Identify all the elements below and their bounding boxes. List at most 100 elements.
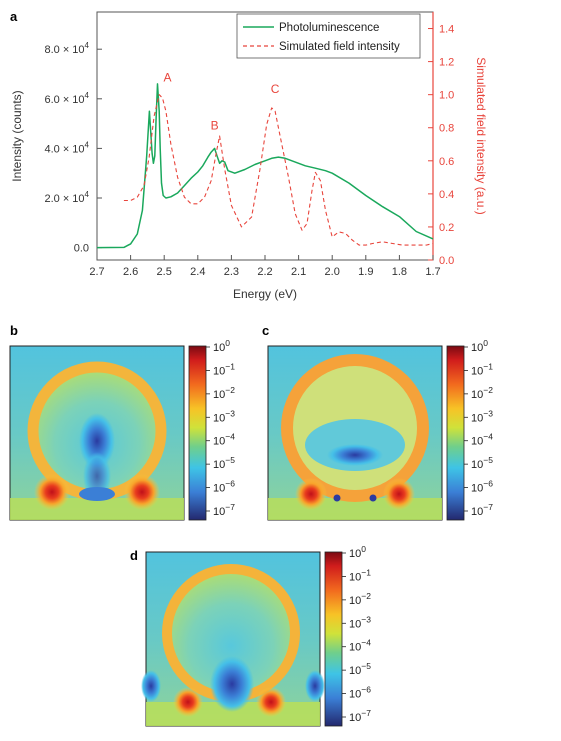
colorbar-tick-exponent: −7 [361,708,371,718]
colorbar-tick-exponent: −6 [225,479,235,489]
colorbar-tick-exponent: −7 [225,502,235,512]
colorbar-tick-exponent: −4 [225,432,235,442]
y2-tick-label: 0.2 [439,222,454,234]
colorbar-tick-exponent: −5 [361,661,371,671]
series-simulated-field-line [123,94,434,246]
y2-tick-label: 0.8 [439,123,454,135]
colorbar-tick-exponent: −1 [483,361,493,371]
peak-label-c: C [271,82,280,96]
colorbar-tick-exponent: −1 [225,361,235,371]
colorbar-tick-label: 10−6 [471,479,493,495]
colorbar-tick-label: 10−4 [471,432,493,448]
panel-c-field-map [267,345,443,521]
legend-label-photoluminescence: Photoluminescence [279,22,379,34]
colorbar-tick-label: 10−5 [471,455,493,471]
colorbar-tick-exponent: 0 [225,338,230,348]
y-tick-label: 2.0 × 104 [44,190,89,205]
y-tick-label: 6.0 × 104 [44,91,89,106]
x-tick-label: 2.5 [157,266,172,278]
y2-tick-label: 0.6 [439,156,454,168]
colorbar-tick-exponent: −2 [483,385,493,395]
y2-tick-label: 0.0 [439,255,454,267]
y-tick-exponent: 4 [85,140,90,149]
colorbar-tick-label: 10−1 [213,361,235,377]
colorbar-tick-label: 100 [349,544,366,560]
colorbar-tick-exponent: −6 [483,479,493,489]
colorbar-tick-label: 10−7 [349,708,371,724]
y2-tick-label: 1.4 [439,24,454,36]
peak-label-a: A [164,70,172,84]
colorbar-tick-exponent: 0 [361,544,366,554]
y2-tick-label: 1.0 [439,90,454,102]
colorbar-tick-exponent: −3 [225,408,235,418]
x-tick-label: 1.8 [392,266,407,278]
colorbar-tick-label: 10−4 [213,432,235,448]
panel-b-colorbar: 100 10−1 10−2 10−3 10−4 10−5 10−6 10−7 [188,338,235,521]
y2-axis-label: Simulated field intensity (a.u.) [474,57,488,214]
colorbar-tick-exponent: −2 [225,385,235,395]
panel-label-b: b [10,323,18,338]
panel-label-a: a [10,9,18,24]
y-tick-label: 0.0 [74,243,89,255]
panel-b-field-map [9,345,185,521]
y2-tick-label: 0.4 [439,189,454,201]
x-tick-label: 2.2 [257,266,272,278]
y-tick-exponent: 4 [85,41,90,50]
x-tick-label: 2.0 [325,266,340,278]
colorbar-tick-label: 10−7 [471,502,493,518]
colorbar-tick-exponent: 0 [483,338,488,348]
panel-label-c: c [262,323,269,338]
colorbar-tick-exponent: −7 [483,502,493,512]
y-tick-exponent: 4 [85,190,90,199]
colorbar-tick-label: 10−3 [213,408,235,424]
colorbar-tick-label: 10−4 [349,638,371,654]
y2-tick-label: 1.2 [439,57,454,69]
x-tick-label: 1.9 [358,266,373,278]
x-tick-label: 1.7 [425,266,440,278]
colorbar-tick-label: 10−7 [213,502,235,518]
colorbar-tick-label: 10−5 [213,455,235,471]
colorbar-tick-label: 10−3 [471,408,493,424]
colorbar-tick-exponent: −1 [361,567,371,577]
colorbar-tick-exponent: −5 [483,455,493,465]
x-tick-label: 2.1 [291,266,306,278]
panel-label-d: d [130,548,138,563]
legend-box [236,13,421,59]
colorbar-tick-label: 10−2 [349,591,371,607]
peak-label-b: B [211,118,219,132]
colorbar-tick-label: 10−1 [471,361,493,377]
colorbar-tick-exponent: −6 [361,685,371,695]
panel-d-field-map [141,551,325,727]
legend: Photoluminescence Simulated field intensi… [236,13,421,59]
panel-c-colorbar: 100 10−1 10−2 10−3 10−4 10−5 10−6 10−7 [446,338,493,521]
x-axis-label: Energy (eV) [233,287,297,301]
x-tick-label: 2.3 [224,266,239,278]
colorbar-tick-label: 10−5 [349,661,371,677]
x-tick-label: 2.6 [123,266,138,278]
panel-a-chart: 2.7 2.6 2.5 2.4 2.3 2.2 2.1 2.0 1.9 1.8 1.70.02.0 … [10,11,488,301]
colorbar-tick-label: 100 [471,338,488,354]
y-tick-exponent: 4 [85,91,90,100]
colorbar-tick-exponent: −3 [483,408,493,418]
series-photoluminescence-line [96,83,434,249]
colorbar-tick-exponent: −3 [361,614,371,624]
panel-d-colorbar: 100 10−1 10−2 10−3 10−4 10−5 10−6 10−7 [324,544,371,727]
y-tick-label: 8.0 × 104 [44,41,89,56]
x-tick-label: 2.7 [89,266,104,278]
colorbar-tick-label: 100 [213,338,230,354]
colorbar-tick-exponent: −2 [361,591,371,601]
legend-label-simulated: Simulated field intensity [279,41,400,53]
y-tick-label: 4.0 × 104 [44,140,89,155]
colorbar-tick-label: 10−2 [213,385,235,401]
x-tick-label: 2.4 [190,266,205,278]
colorbar-tick-label: 10−6 [349,685,371,701]
colorbar-tick-exponent: −4 [483,432,493,442]
colorbar-tick-label: 10−6 [213,479,235,495]
colorbar-tick-exponent: −5 [225,455,235,465]
colorbar-tick-exponent: −4 [361,638,371,648]
y-axis-label: Intensity (counts) [10,90,24,181]
colorbar-tick-label: 10−1 [349,567,371,583]
colorbar-tick-label: 10−2 [471,385,493,401]
colorbar-tick-label: 10−3 [349,614,371,630]
